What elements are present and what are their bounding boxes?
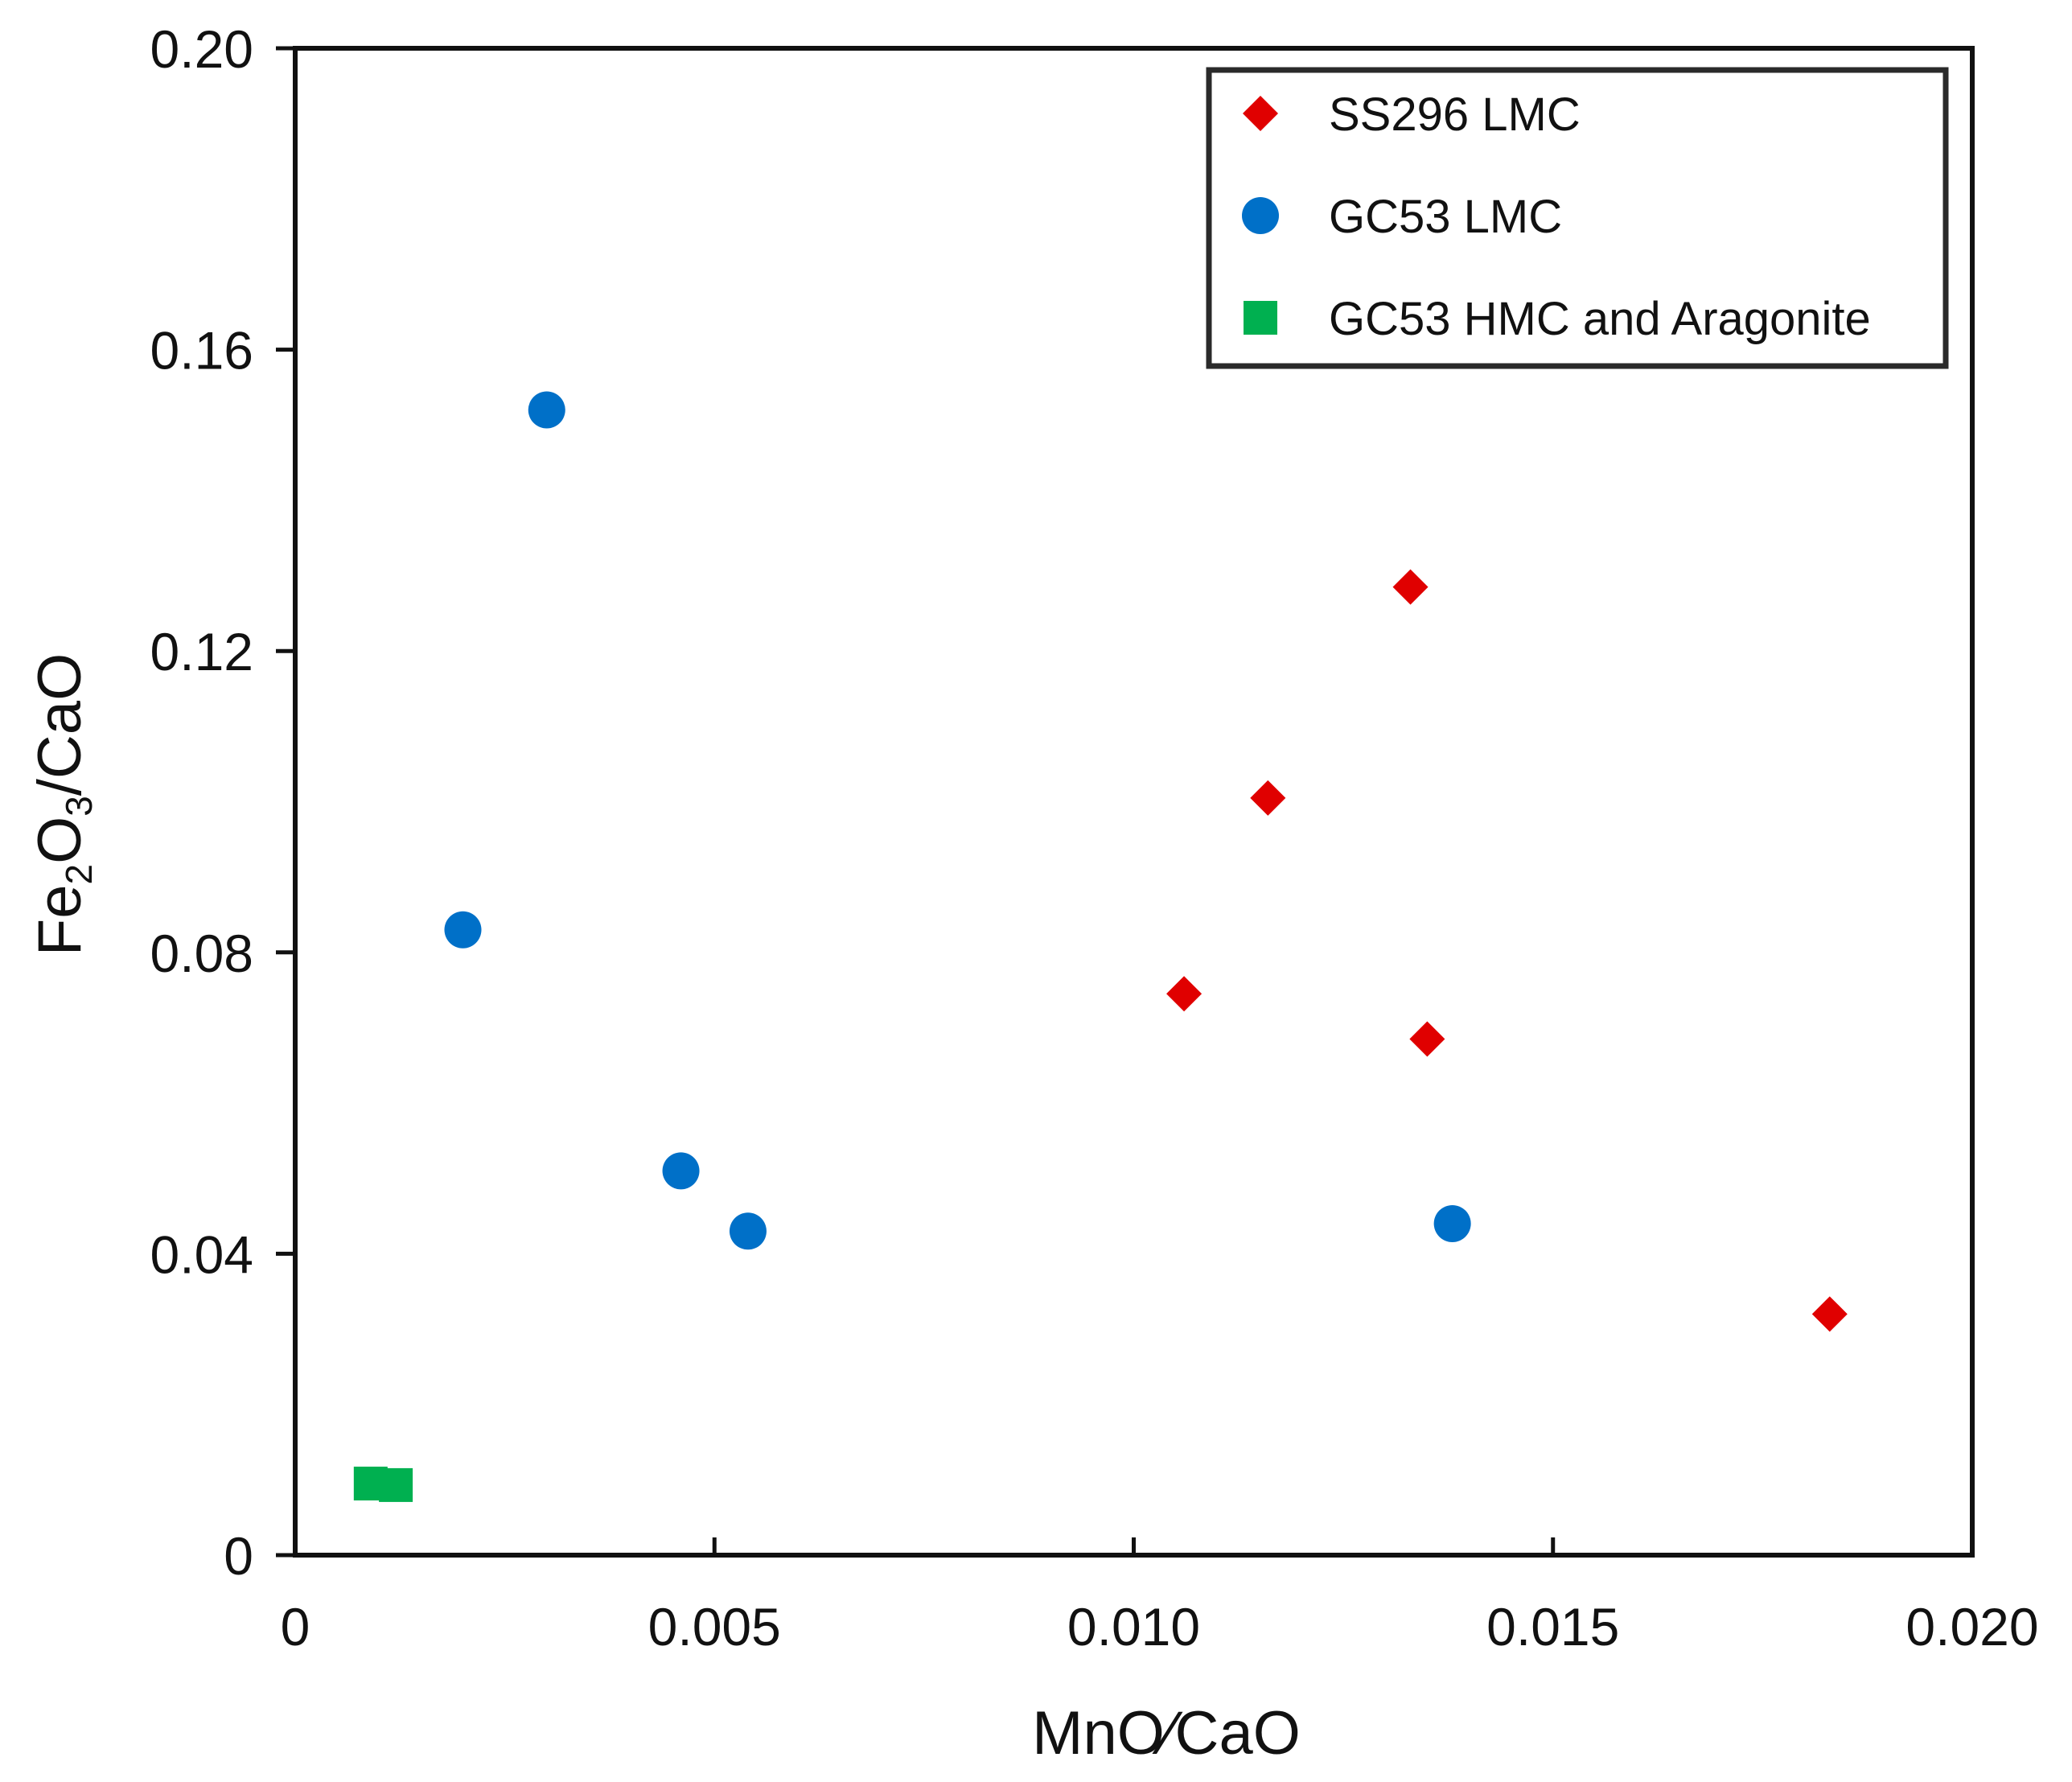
legend-label: GC53 LMC: [1329, 191, 1562, 243]
data-point: [1811, 1296, 1848, 1332]
y-axis-title-fe: Fe: [26, 885, 94, 957]
x-tick-label: 0.005: [648, 1597, 781, 1656]
data-point: [1250, 780, 1286, 816]
y-axis-title-sub-2: 2: [58, 864, 100, 885]
y-tick-label: 0.08: [150, 924, 253, 983]
legend-marker-circle: [1242, 197, 1279, 234]
legend-entries: SS296 LMC GC53 LMC GC53 HMC and Aragonite: [1242, 88, 1871, 345]
data-point: [1166, 976, 1202, 1012]
y-tick-label: 0.12: [150, 622, 253, 681]
data-point: [528, 391, 565, 429]
legend-marker-square: [1244, 301, 1277, 335]
data-point: [1433, 1204, 1471, 1242]
legend-label: SS296 LMC: [1329, 88, 1581, 141]
data-point: [1409, 1021, 1445, 1057]
y-axis-ticks: 0 0.04 0.08 0.12 0.16 0.20: [150, 19, 295, 1586]
y-axis-title-o: O: [26, 817, 94, 864]
data-points: [353, 391, 1848, 1502]
legend-marker-diamond: [1243, 96, 1278, 131]
data-point: [1392, 569, 1429, 605]
y-axis-title-cao: /CaO: [26, 653, 94, 796]
x-axis-ticks: 0 0.005 0.010 0.015 0.020: [281, 1537, 2039, 1656]
x-axis-title: MnO∕CaO: [1032, 1699, 1301, 1768]
y-tick-label: 0: [224, 1526, 253, 1586]
series-gc53-hmc-and-aragonite: [353, 1467, 413, 1502]
y-tick-label: 0.04: [150, 1224, 253, 1284]
y-tick-label: 0.16: [150, 321, 253, 381]
data-point: [444, 911, 482, 949]
y-axis-title-sub-3: 3: [58, 796, 100, 817]
y-tick-label: 0.20: [150, 19, 253, 79]
legend: SS296 LMC GC53 LMC GC53 HMC and Aragonite: [1206, 67, 1949, 369]
x-tick-label: 0.010: [1067, 1597, 1200, 1656]
series-ss296-lmc: [1166, 569, 1848, 1332]
legend-label: GC53 HMC and Aragonite: [1329, 293, 1871, 345]
x-tick-label: 0: [281, 1597, 310, 1656]
x-tick-label: 0.015: [1486, 1597, 1619, 1656]
x-tick-label: 0.020: [1906, 1597, 2038, 1656]
data-point: [729, 1212, 767, 1250]
legend-box: [1206, 67, 1949, 369]
y-axis-title: Fe2O3/CaO: [26, 653, 100, 956]
series-gc53-lmc: [444, 391, 1471, 1250]
data-point: [379, 1467, 413, 1502]
data-point: [662, 1152, 700, 1190]
